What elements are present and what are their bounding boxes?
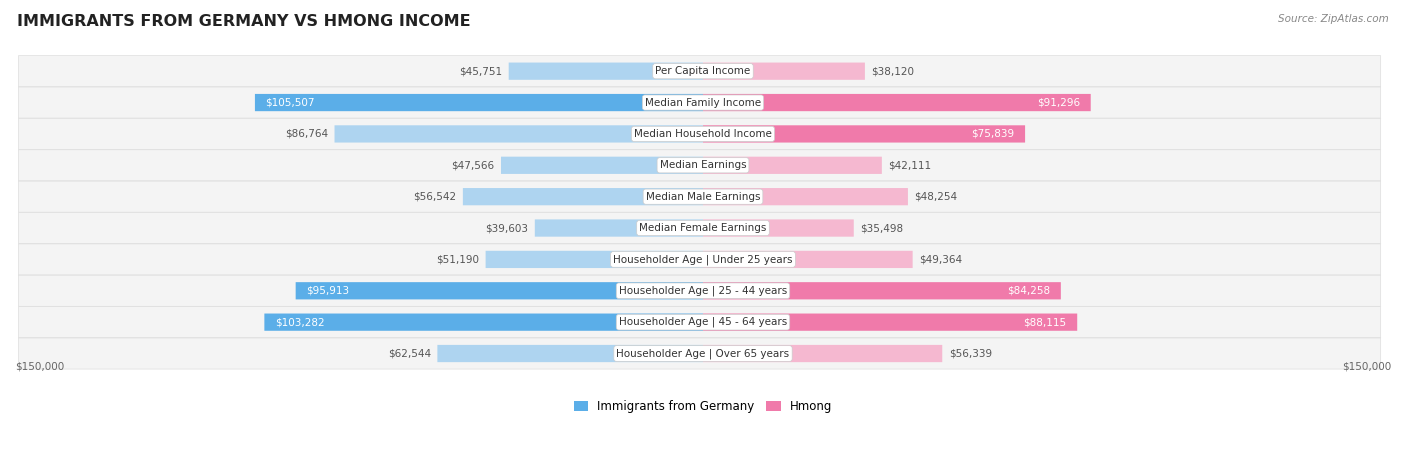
Text: $47,566: $47,566 <box>451 160 495 170</box>
FancyBboxPatch shape <box>18 212 1381 244</box>
Text: $88,115: $88,115 <box>1024 317 1067 327</box>
Text: Median Female Earnings: Median Female Earnings <box>640 223 766 233</box>
FancyBboxPatch shape <box>509 63 703 80</box>
FancyBboxPatch shape <box>18 244 1381 275</box>
Text: Source: ZipAtlas.com: Source: ZipAtlas.com <box>1278 14 1389 24</box>
FancyBboxPatch shape <box>703 156 882 174</box>
Text: $42,111: $42,111 <box>889 160 931 170</box>
Text: IMMIGRANTS FROM GERMANY VS HMONG INCOME: IMMIGRANTS FROM GERMANY VS HMONG INCOME <box>17 14 471 29</box>
FancyBboxPatch shape <box>295 282 703 299</box>
FancyBboxPatch shape <box>703 219 853 237</box>
Text: $105,507: $105,507 <box>266 98 315 107</box>
Text: $49,364: $49,364 <box>920 255 962 264</box>
FancyBboxPatch shape <box>501 156 703 174</box>
Text: $91,296: $91,296 <box>1038 98 1080 107</box>
Text: $38,120: $38,120 <box>872 66 914 76</box>
FancyBboxPatch shape <box>703 125 1025 142</box>
Text: Householder Age | 45 - 64 years: Householder Age | 45 - 64 years <box>619 317 787 327</box>
FancyBboxPatch shape <box>437 345 703 362</box>
Text: Per Capita Income: Per Capita Income <box>655 66 751 76</box>
Text: $35,498: $35,498 <box>860 223 903 233</box>
Text: $84,258: $84,258 <box>1007 286 1050 296</box>
Text: $150,000: $150,000 <box>1341 362 1391 372</box>
FancyBboxPatch shape <box>463 188 703 205</box>
Text: Median Family Income: Median Family Income <box>645 98 761 107</box>
FancyBboxPatch shape <box>703 345 942 362</box>
Text: $95,913: $95,913 <box>307 286 350 296</box>
Text: Median Male Earnings: Median Male Earnings <box>645 191 761 202</box>
FancyBboxPatch shape <box>254 94 703 111</box>
Text: $51,190: $51,190 <box>436 255 479 264</box>
FancyBboxPatch shape <box>18 87 1381 118</box>
FancyBboxPatch shape <box>18 119 1381 149</box>
FancyBboxPatch shape <box>18 56 1381 87</box>
FancyBboxPatch shape <box>18 181 1381 212</box>
FancyBboxPatch shape <box>18 307 1381 338</box>
Text: $56,339: $56,339 <box>949 348 991 359</box>
FancyBboxPatch shape <box>703 313 1077 331</box>
FancyBboxPatch shape <box>485 251 703 268</box>
Text: $56,542: $56,542 <box>413 191 457 202</box>
Text: $75,839: $75,839 <box>972 129 1015 139</box>
Text: Median Earnings: Median Earnings <box>659 160 747 170</box>
Legend: Immigrants from Germany, Hmong: Immigrants from Germany, Hmong <box>569 395 837 417</box>
Text: $39,603: $39,603 <box>485 223 529 233</box>
Text: $62,544: $62,544 <box>388 348 432 359</box>
FancyBboxPatch shape <box>18 150 1381 181</box>
Text: $48,254: $48,254 <box>914 191 957 202</box>
Text: $45,751: $45,751 <box>460 66 502 76</box>
FancyBboxPatch shape <box>335 125 703 142</box>
FancyBboxPatch shape <box>264 313 703 331</box>
FancyBboxPatch shape <box>703 94 1091 111</box>
Text: $103,282: $103,282 <box>276 317 325 327</box>
FancyBboxPatch shape <box>703 188 908 205</box>
FancyBboxPatch shape <box>703 282 1062 299</box>
Text: Householder Age | Under 25 years: Householder Age | Under 25 years <box>613 254 793 265</box>
Text: Householder Age | 25 - 44 years: Householder Age | 25 - 44 years <box>619 285 787 296</box>
Text: $86,764: $86,764 <box>285 129 328 139</box>
FancyBboxPatch shape <box>534 219 703 237</box>
FancyBboxPatch shape <box>18 338 1381 369</box>
FancyBboxPatch shape <box>703 251 912 268</box>
FancyBboxPatch shape <box>703 63 865 80</box>
Text: $150,000: $150,000 <box>15 362 65 372</box>
Text: Median Household Income: Median Household Income <box>634 129 772 139</box>
FancyBboxPatch shape <box>18 275 1381 306</box>
Text: Householder Age | Over 65 years: Householder Age | Over 65 years <box>616 348 790 359</box>
